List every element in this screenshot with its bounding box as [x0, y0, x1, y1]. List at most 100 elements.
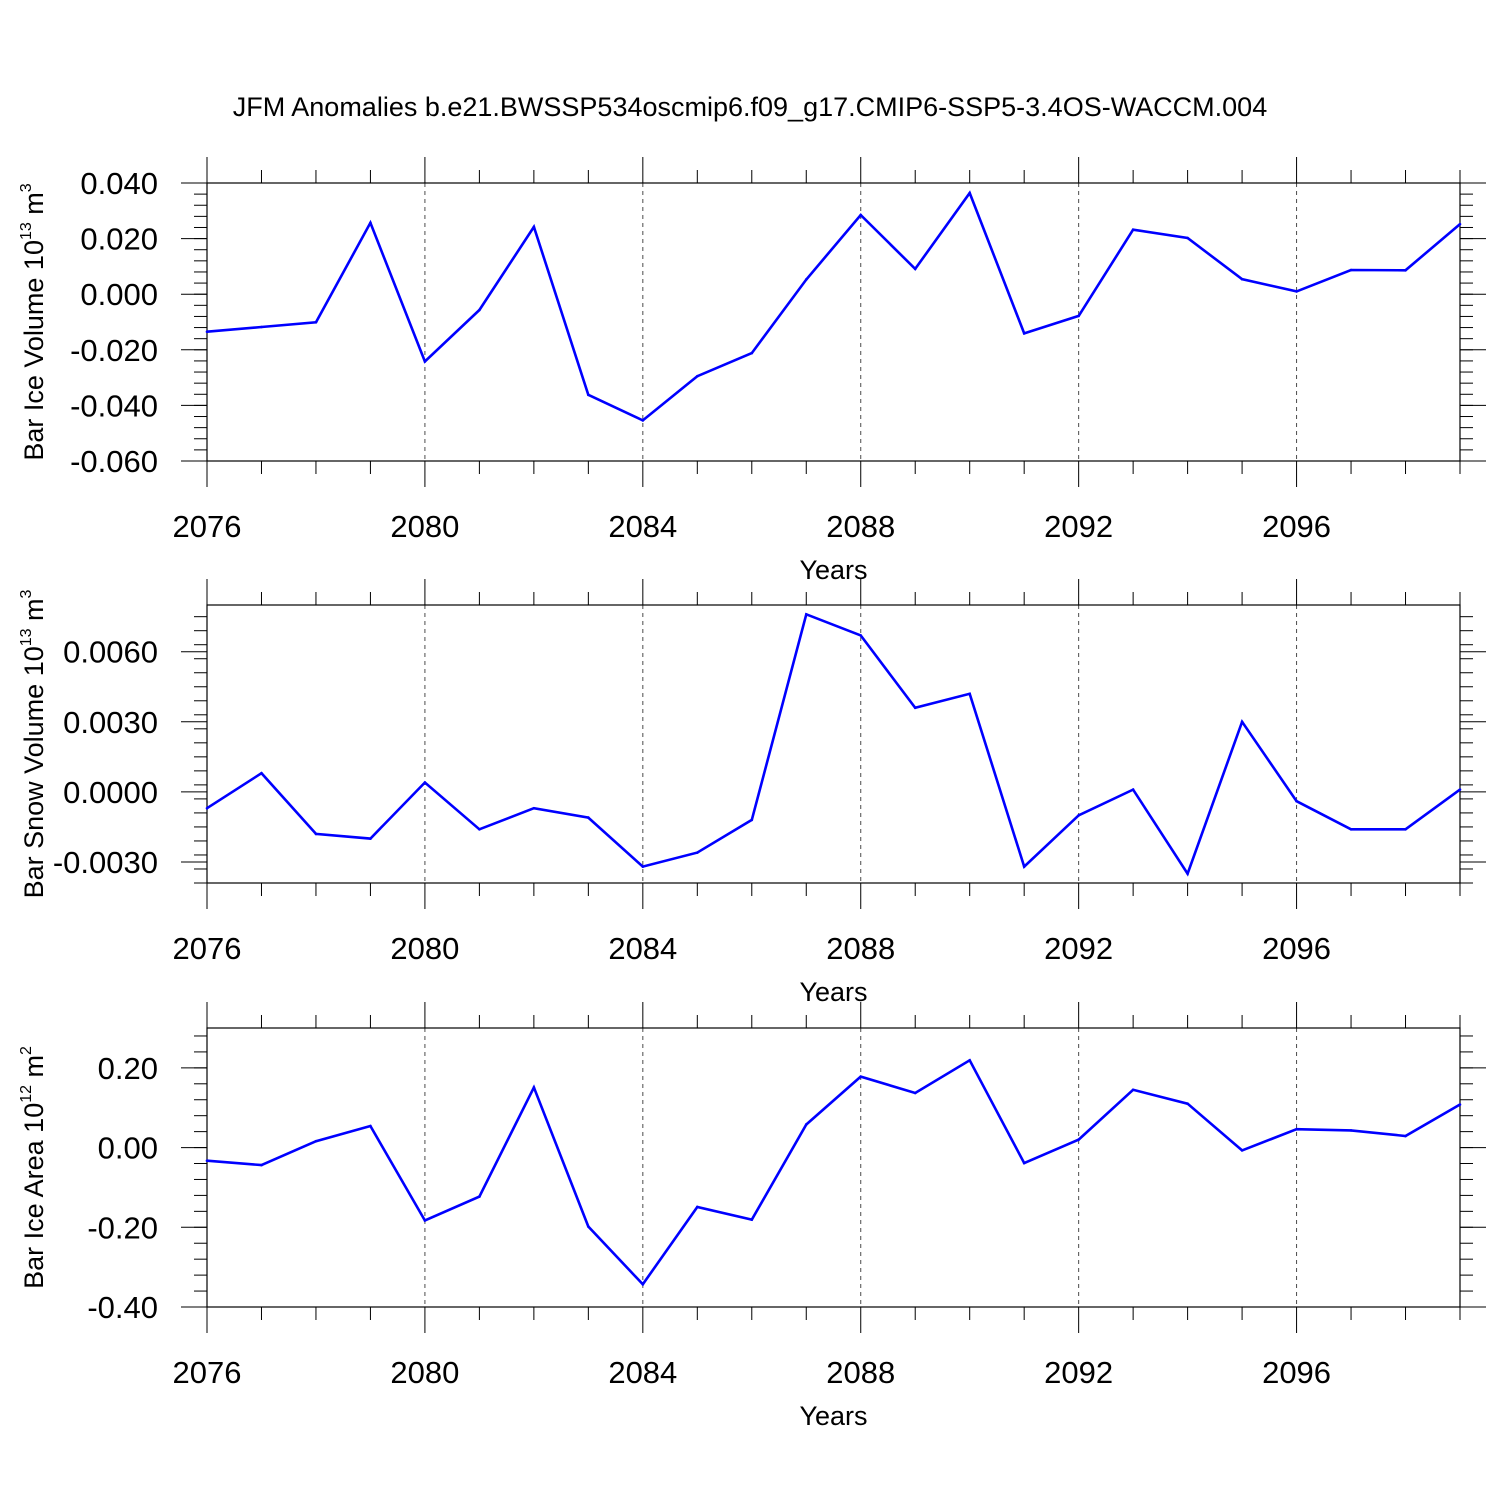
x-tick-label: 2076 [173, 509, 242, 544]
panel-ice-volume: -0.060 -0.040 -0.020 0.000 0.020 0.040 2076 208… [18, 157, 1486, 585]
data-point [913, 706, 917, 710]
data-point [587, 393, 590, 397]
data-point [1240, 277, 1244, 281]
data-point [968, 191, 971, 195]
data-point [205, 1159, 209, 1163]
data-point [696, 374, 699, 378]
data-point [532, 1086, 536, 1089]
data-point [532, 806, 536, 810]
series-line [206, 190, 1461, 422]
data-point [1404, 827, 1407, 831]
x-axis-label: Years [799, 977, 867, 1007]
data-point [1022, 1161, 1026, 1165]
data-point [1240, 1149, 1244, 1152]
x-tick-label: 2096 [1262, 509, 1331, 544]
y-axis-label: Bar Ice Volume 1013 m3 [18, 183, 49, 460]
y-axis-label-superscript: 3 [18, 183, 35, 192]
plot-frame [206, 604, 1461, 884]
y-axis-label: Bar Ice Area 1012 m2 [18, 1046, 49, 1289]
x-tick-label: 2080 [390, 1355, 459, 1390]
data-point [913, 267, 917, 271]
data-point [1077, 314, 1080, 318]
x-tick-label: 2088 [826, 931, 895, 966]
y-tick-label: -0.40 [87, 1290, 158, 1325]
y-axis-label-text: Bar Ice Volume 10 [19, 240, 49, 461]
y-tick-label: 0.020 [80, 222, 158, 257]
data-point [1186, 872, 1189, 875]
data-point [913, 1091, 917, 1095]
data-point [859, 634, 863, 637]
data-point [1458, 1103, 1462, 1106]
data-point [1349, 268, 1353, 272]
data-point [478, 1195, 481, 1198]
data-point [641, 419, 645, 422]
data-point [423, 360, 427, 363]
data-point [1349, 827, 1353, 831]
data-point [804, 1123, 808, 1126]
data-point [804, 613, 808, 616]
x-tick-label: 2080 [390, 509, 459, 544]
data-point [205, 330, 209, 334]
data-point [641, 1282, 645, 1286]
plot-frame [206, 1027, 1461, 1308]
data-point [314, 1139, 318, 1143]
data-point [587, 1225, 590, 1228]
series-line [206, 1058, 1461, 1287]
y-tick-label: -0.060 [70, 444, 158, 479]
y-axis-label-superscript: 3 [18, 589, 35, 598]
x-tick-label: 2096 [1262, 1355, 1331, 1390]
x-axis-label: Years [799, 555, 867, 585]
data-point [968, 1058, 971, 1062]
y-tick-label: -0.0030 [53, 845, 158, 880]
x-tick-label: 2084 [608, 1355, 677, 1390]
y-tick-label: 0.0000 [63, 775, 158, 810]
x-tick-label: 2092 [1044, 931, 1113, 966]
x-tick-label: 2088 [826, 509, 895, 544]
x-tick-label: 2096 [1262, 931, 1331, 966]
data-point [1458, 222, 1462, 226]
plot-frame [206, 182, 1461, 462]
data-point [369, 1124, 372, 1128]
y-tick-label: 0.000 [80, 277, 158, 312]
data-point [1240, 720, 1244, 724]
data-point [1295, 290, 1298, 293]
y-tick-label: 0.0060 [63, 635, 158, 670]
x-axis-label: Years [799, 1401, 867, 1431]
data-point [369, 221, 372, 225]
x-tick-label: 2092 [1044, 1355, 1113, 1390]
y-axis-label-text: m [19, 192, 49, 222]
y-tick-label: -0.020 [70, 333, 158, 368]
data-point [260, 771, 263, 775]
data-point [314, 320, 318, 324]
data-point [478, 308, 481, 312]
data-point [1404, 268, 1407, 272]
panel-ice-area: -0.40 -0.20 0.00 0.20 2076 2080 2084 2088 2092 20… [18, 1002, 1486, 1431]
data-point [1458, 788, 1462, 791]
data-point [369, 837, 372, 840]
y-tick-label: 0.20 [98, 1051, 158, 1086]
series-line [206, 612, 1461, 877]
y-axis-label-text: Bar Ice Area 10 [19, 1103, 49, 1289]
data-point [1131, 228, 1135, 232]
y-tick-label: -0.040 [70, 388, 158, 423]
y-axis-label-superscript: 13 [18, 222, 35, 240]
y-tick-label: 0.040 [80, 166, 158, 201]
panel-snow-volume: -0.0030 0.0000 0.0030 0.0060 2076 2080 2084 208… [18, 579, 1486, 1007]
y-axis-label-superscript: 2 [18, 1046, 35, 1055]
data-point [1077, 1138, 1080, 1141]
data-point [968, 692, 971, 696]
data-point [1295, 1127, 1298, 1131]
x-tick-label: 2076 [173, 931, 242, 966]
y-axis-label-text: Bar Snow Volume 10 [19, 646, 49, 898]
y-axis-label-text: m [19, 598, 49, 628]
data-point [804, 278, 808, 281]
data-point [1131, 788, 1135, 791]
data-point [859, 213, 863, 217]
data-point [1131, 1088, 1135, 1092]
y-axis-label-text: m [19, 1055, 49, 1085]
y-tick-label: 0.0030 [63, 705, 158, 740]
data-point [260, 1163, 263, 1167]
data-point [1186, 1102, 1189, 1106]
x-tick-label: 2084 [608, 931, 677, 966]
